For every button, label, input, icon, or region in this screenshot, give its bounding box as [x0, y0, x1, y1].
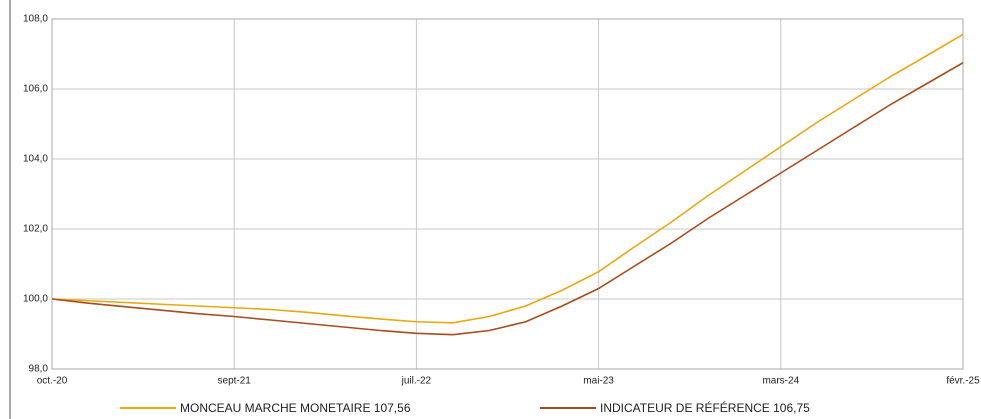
- legend-label: MONCEAU MARCHE MONETAIRE 107,56: [180, 401, 411, 415]
- y-tick-label: 108,0: [23, 14, 48, 25]
- y-tick-label: 102,0: [23, 224, 48, 235]
- x-tick-label: févr.-25: [946, 376, 980, 387]
- y-tick-label: 104,0: [23, 154, 48, 165]
- y-tick-label: 100,0: [23, 294, 48, 305]
- x-tick-label: mai-23: [583, 376, 614, 387]
- legend-label: INDICATEUR DE RÉFÉRENCE 106,75: [600, 400, 810, 415]
- y-tick-label: 106,0: [23, 84, 48, 95]
- x-tick-label: sept-21: [218, 376, 252, 387]
- y-tick-label: 98,0: [29, 364, 49, 375]
- series-line: [51, 33, 964, 324]
- x-tick-label: mars-24: [762, 376, 799, 387]
- plot-border: [51, 18, 964, 370]
- series-line: [51, 62, 964, 336]
- x-tick-label: juil.-22: [401, 376, 432, 387]
- x-tick-label: oct.-20: [37, 376, 68, 387]
